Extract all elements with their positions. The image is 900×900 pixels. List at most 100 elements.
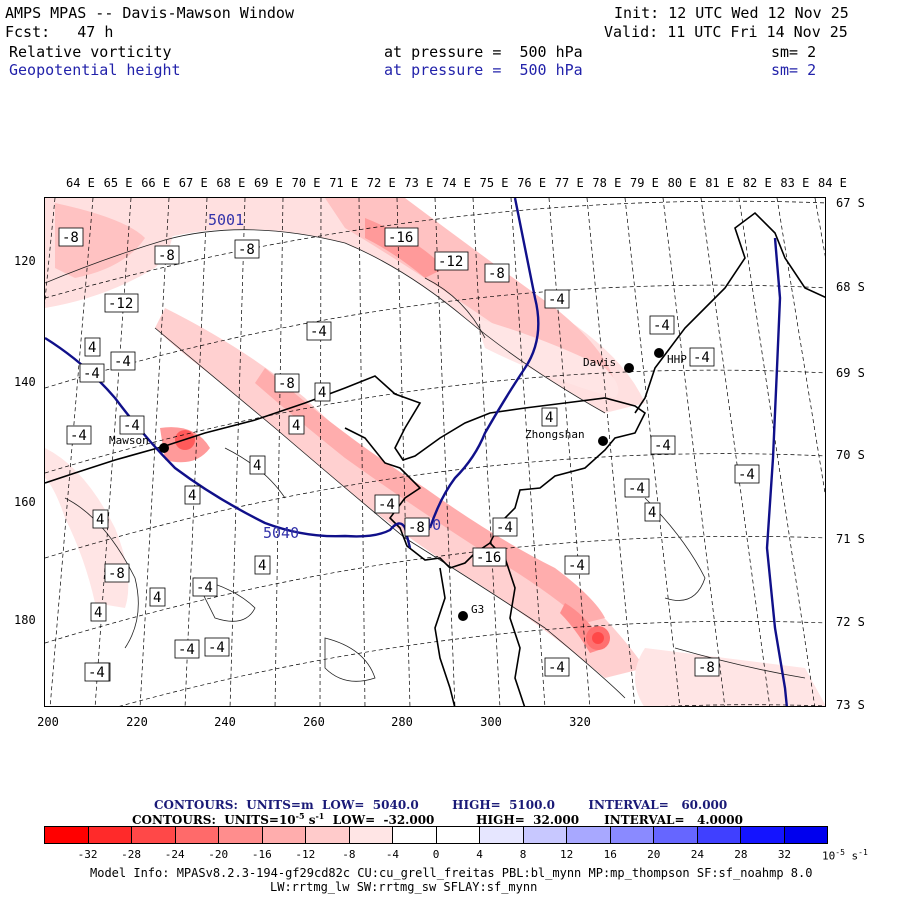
svg-text:-12: -12 bbox=[438, 254, 463, 270]
y-tick-label: 180 bbox=[14, 613, 36, 627]
chart-title: AMPS MPAS -- Davis-Mawson Window bbox=[5, 4, 294, 22]
x-tick-label: 300 bbox=[480, 715, 502, 729]
longitude-label: 75 E bbox=[479, 176, 509, 190]
vort-legend-exp: -5 bbox=[295, 811, 305, 821]
vorticity-label: -4 bbox=[110, 351, 136, 371]
x-tick-label: 200 bbox=[37, 715, 59, 729]
vorticity-label: -4 bbox=[306, 321, 332, 341]
vorticity-label: -4 bbox=[374, 494, 400, 514]
station-g3-marker bbox=[458, 611, 468, 621]
colorbar-swatch bbox=[393, 827, 437, 843]
vorticity-label: -8 bbox=[234, 239, 260, 259]
colorbar-unit: 10-5 s-1 bbox=[822, 848, 868, 863]
longitude-label: 69 E bbox=[254, 176, 283, 190]
vorticity-label: -4 bbox=[192, 577, 218, 597]
colorbar-label: 0 bbox=[432, 848, 440, 861]
longitude-label: 77 E bbox=[554, 176, 584, 190]
colorbar-swatch bbox=[697, 827, 741, 843]
height-contour-legend: CONTOURS: UNITS=m LOW= 5040.0 HIGH= 5100… bbox=[154, 798, 728, 812]
svg-text:-4: -4 bbox=[378, 497, 395, 513]
svg-text:-8: -8 bbox=[278, 376, 295, 392]
longitude-label: 76 E bbox=[517, 176, 547, 190]
vorticity-contours bbox=[45, 229, 806, 699]
vorticity-label: 4 bbox=[149, 587, 166, 607]
colorbar-label: -16 bbox=[251, 848, 272, 861]
station-hhp-marker bbox=[654, 348, 664, 358]
vorticity-label: -8 bbox=[58, 227, 84, 247]
colorbar-swatch bbox=[784, 827, 827, 843]
svg-text:-4: -4 bbox=[693, 350, 710, 366]
colorbar-label: 28 bbox=[734, 848, 748, 861]
svg-text:-4: -4 bbox=[178, 642, 195, 658]
vorticity-label: 4 bbox=[254, 555, 271, 575]
colorbar-label: -8 bbox=[342, 848, 356, 861]
svg-text:-8: -8 bbox=[158, 248, 175, 264]
latitude-label: 68 S bbox=[836, 280, 865, 294]
x-tick-label: 260 bbox=[303, 715, 325, 729]
colorbar-label: -24 bbox=[164, 848, 185, 861]
svg-text:-4: -4 bbox=[548, 292, 565, 308]
colorbar-unit-base: 10 bbox=[822, 849, 836, 863]
forecast-hour: Fcst: 47 h bbox=[5, 23, 114, 41]
colorbar-swatch bbox=[175, 827, 219, 843]
vorticity-label: -4 bbox=[84, 662, 110, 682]
colorbar-label: -4 bbox=[385, 848, 400, 861]
field2-smoothing: sm= 2 bbox=[771, 61, 817, 79]
vorticity-label: 4 bbox=[184, 485, 201, 505]
svg-text:-4: -4 bbox=[628, 481, 645, 497]
vorticity-label: -4 bbox=[650, 435, 676, 455]
field2-level: at pressure = 500 hPa bbox=[384, 61, 583, 79]
longitude-label: 64 E bbox=[66, 176, 95, 190]
colorbar-label: 24 bbox=[690, 848, 704, 861]
svg-text:4: 4 bbox=[258, 558, 266, 574]
vorticity-label: -8 bbox=[484, 263, 510, 283]
y-tick-label: 140 bbox=[14, 375, 36, 389]
longitude-label: 65 E bbox=[103, 176, 133, 190]
vort-legend-range: LOW= -32.000 HIGH= 32.000 INTERVAL= 4.00… bbox=[324, 813, 743, 827]
longitude-label: 78 E bbox=[592, 176, 622, 190]
longitude-label: 79 E bbox=[630, 176, 659, 190]
svg-text:-4: -4 bbox=[114, 354, 131, 370]
valid-time: Valid: 11 UTC Fri 14 Nov 25 bbox=[604, 23, 848, 41]
model-info-2: LW:rrtmg_lw SW:rrtmg_sw SFLAY:sf_mynn bbox=[270, 880, 538, 894]
colorbar-label: 16 bbox=[603, 848, 617, 861]
vorticity-label: -4 bbox=[492, 517, 518, 537]
station-mawson-marker bbox=[159, 443, 169, 453]
longitude-label: 66 E bbox=[141, 176, 171, 190]
svg-text:-8: -8 bbox=[408, 520, 425, 536]
station-zhongshan-marker bbox=[598, 436, 608, 446]
latitude-label: 70 S bbox=[836, 448, 865, 462]
svg-text:-4: -4 bbox=[196, 580, 213, 596]
field1-level: at pressure = 500 hPa bbox=[384, 43, 583, 61]
colorbar-swatch bbox=[523, 827, 567, 843]
svg-text:4: 4 bbox=[153, 590, 161, 606]
station-davis-marker bbox=[624, 363, 634, 373]
x-tick-label: 220 bbox=[126, 715, 148, 729]
longitude-label: 71 E bbox=[329, 176, 359, 190]
latitude-label: 69 S bbox=[836, 366, 865, 380]
vorticity-label: -4 bbox=[734, 464, 760, 484]
longitude-label: 72 E bbox=[366, 176, 396, 190]
vorticity-label: -4 bbox=[204, 637, 230, 657]
longitude-label: 84 E bbox=[818, 176, 847, 190]
svg-text:-8: -8 bbox=[62, 230, 79, 246]
vorticity-label: 4 bbox=[90, 602, 107, 622]
svg-text:-4: -4 bbox=[83, 366, 100, 382]
vorticity-label: 4 bbox=[644, 502, 661, 522]
colorbar-swatch bbox=[45, 827, 89, 843]
svg-text:4: 4 bbox=[545, 410, 553, 426]
latitude-label: 72 S bbox=[836, 615, 865, 629]
vorticity-label: -4 bbox=[624, 478, 650, 498]
svg-text:-4: -4 bbox=[548, 660, 565, 676]
vorticity-contour-legend: CONTOURS: UNITS=10-5 s-1 LOW= -32.000 HI… bbox=[132, 811, 743, 827]
colorbar-swatch bbox=[219, 827, 263, 843]
station-mawson-label: Mawson bbox=[109, 434, 149, 447]
vorticity-label: 4 bbox=[288, 415, 305, 435]
svg-text:4: 4 bbox=[292, 418, 300, 434]
svg-text:-4: -4 bbox=[738, 467, 755, 483]
x-tick-label: 240 bbox=[214, 715, 236, 729]
svg-text:-4: -4 bbox=[70, 428, 87, 444]
vorticity-label: 4 bbox=[84, 337, 101, 357]
height-contours bbox=[45, 198, 789, 706]
longitude-label: 73 E bbox=[404, 176, 434, 190]
